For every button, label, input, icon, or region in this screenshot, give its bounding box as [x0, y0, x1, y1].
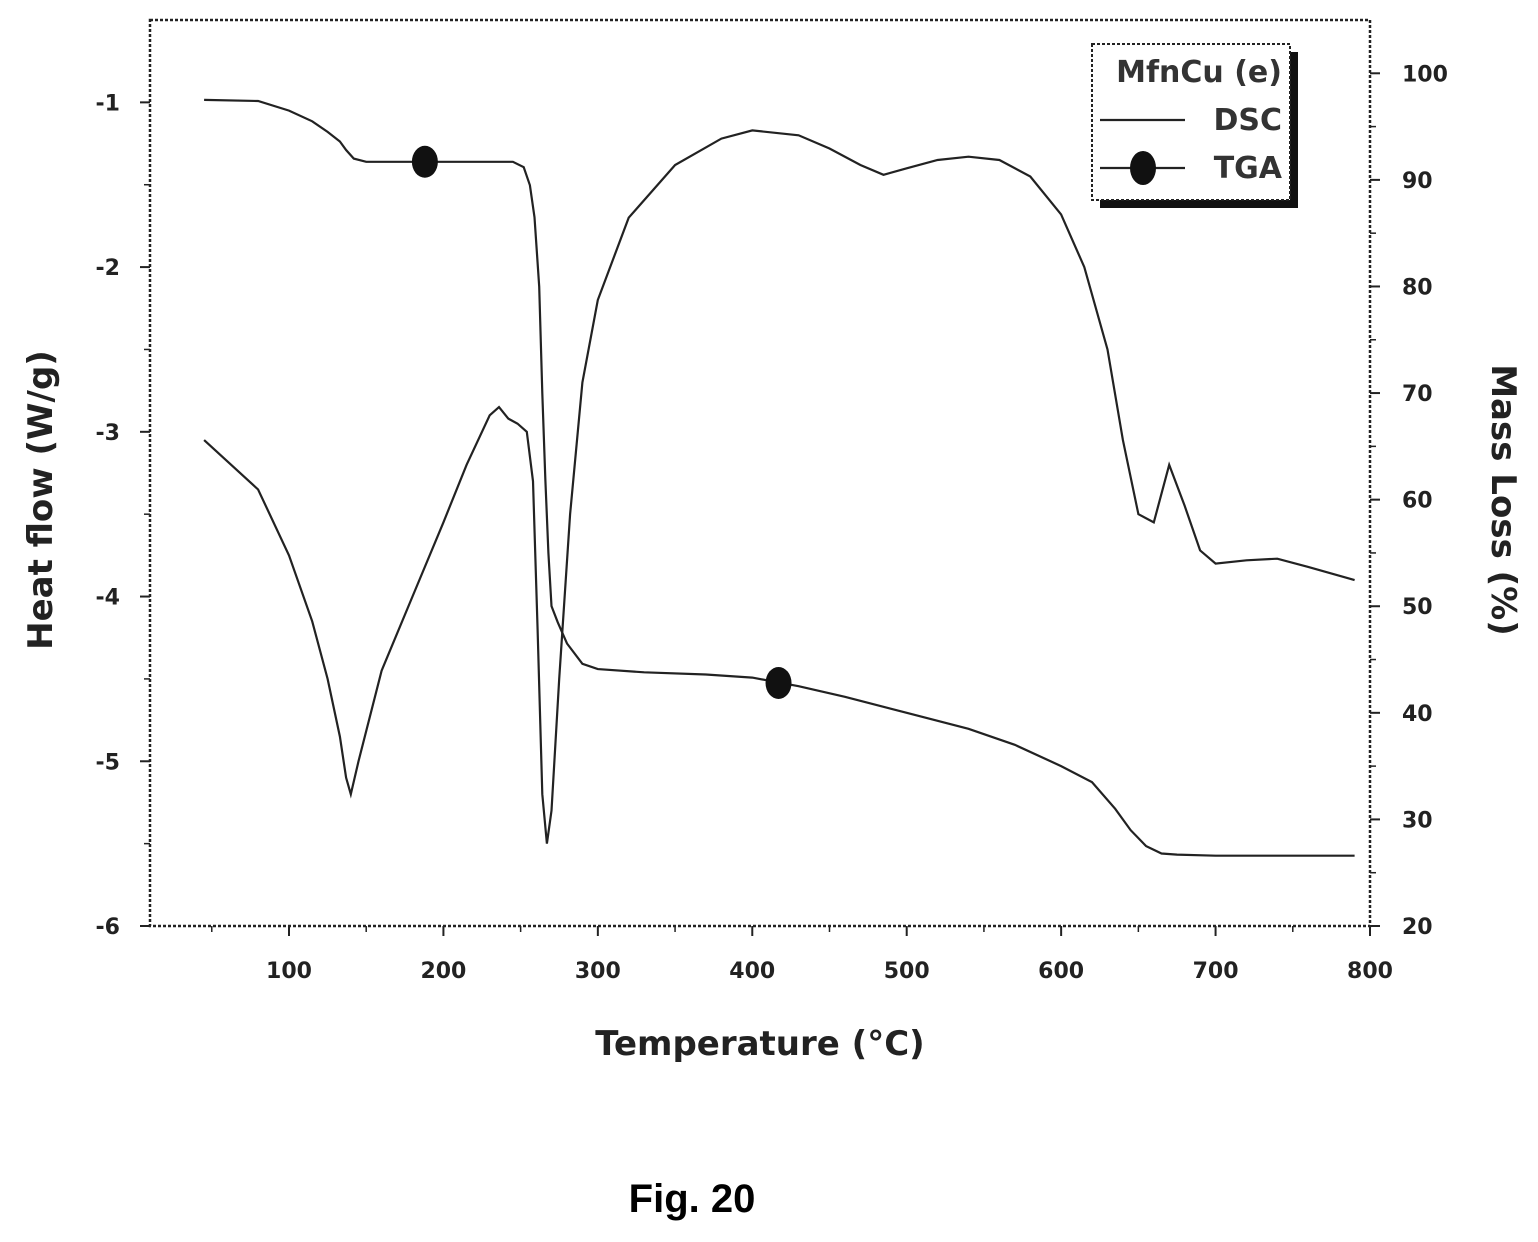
tga-marker — [411, 145, 438, 178]
y-tick-label: -4 — [96, 586, 120, 611]
x-tick-label: 800 — [1347, 959, 1393, 984]
x-tick-label: 300 — [575, 959, 621, 984]
y-axis-left: -1 -2 -3 -4 -5 -6 — [96, 91, 150, 940]
y-tick-label: -5 — [96, 750, 120, 775]
tga-marker — [765, 666, 792, 699]
x-tick-label: 600 — [1038, 959, 1084, 984]
y-axis-right: 100 90 80 70 60 50 40 30 20 — [1370, 62, 1448, 940]
figure-caption: Fig. 20 — [629, 1177, 756, 1221]
y-tick-label: -2 — [96, 256, 120, 281]
marker-layer — [411, 145, 792, 699]
x-tick-label: 200 — [420, 959, 466, 984]
legend: MfnCu (e) DSC TGA — [1091, 43, 1298, 208]
legend-dsc-label: DSC — [1213, 103, 1282, 138]
y-tick-label: -1 — [96, 91, 120, 116]
series-dsc-line — [203, 129, 1355, 844]
y2-tick-label: 70 — [1402, 382, 1433, 407]
plot-frame — [148, 18, 1372, 928]
y2-tick-label: 40 — [1402, 702, 1433, 727]
y2-tick-label: 80 — [1402, 275, 1433, 300]
x-tick-label: 400 — [729, 959, 775, 984]
x-axis-title: Temperature (°C) — [595, 1024, 924, 1064]
legend-tga-marker — [1130, 151, 1156, 185]
legend-tga-label: TGA — [1214, 151, 1283, 186]
y-tick-label: -3 — [96, 421, 120, 446]
y-axis-title: Heat flow (W/g) — [21, 350, 61, 650]
y2-tick-label: 50 — [1402, 595, 1433, 620]
x-tick-label: 100 — [266, 959, 312, 984]
y2-tick-label: 30 — [1402, 808, 1433, 833]
x-tick-label: 700 — [1193, 959, 1239, 984]
y2-tick-label: 20 — [1402, 915, 1433, 940]
y2-axis-title: Mass Loss (%) — [1483, 364, 1523, 636]
y2-tick-label: 90 — [1402, 169, 1433, 194]
series-layer — [203, 98, 1355, 857]
legend-title: MfnCu (e) — [1116, 55, 1282, 90]
x-axis: 100 200 300 400 500 600 700 800 — [211, 926, 1393, 984]
y2-tick-label: 100 — [1402, 62, 1448, 87]
series-tga-line — [204, 98, 1355, 857]
y2-tick-label: 60 — [1402, 489, 1433, 514]
x-tick-label: 500 — [884, 959, 930, 984]
y-tick-label: -6 — [96, 915, 120, 940]
legend-box — [1091, 43, 1291, 201]
